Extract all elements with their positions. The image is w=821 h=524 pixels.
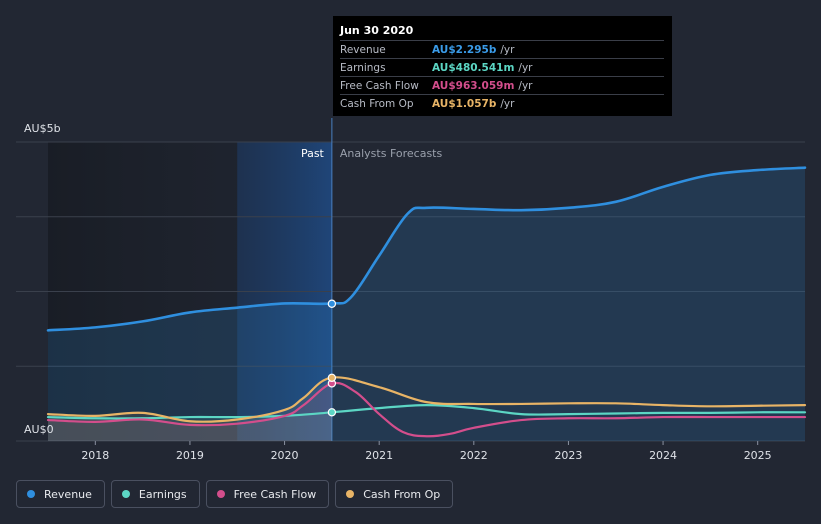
tooltip-date: Jun 30 2020 xyxy=(340,24,414,37)
legend-cash-from-op-toggle[interactable]: Cash From Op xyxy=(335,480,454,508)
legend-free-cash-flow-toggle[interactable]: Free Cash Flow xyxy=(205,480,330,508)
x-tick-label: 2021 xyxy=(365,449,393,462)
x-tick-label: 2019 xyxy=(176,449,204,462)
x-tick-label: 2018 xyxy=(81,449,109,462)
tooltip-unit: /yr xyxy=(518,61,533,74)
tooltip-unit: /yr xyxy=(518,79,533,92)
forecast-label: Analysts Forecasts xyxy=(340,147,443,160)
tooltip-row-cash-from-op: Cash From Op AU$1.057b /yr xyxy=(340,94,664,112)
x-tick-label: 2025 xyxy=(744,449,772,462)
tooltip-row-earnings: Earnings AU$480.541m /yr xyxy=(340,58,664,76)
legend-dot-icon xyxy=(27,490,35,498)
tooltip-unit: /yr xyxy=(500,43,515,56)
data-tooltip: Jun 30 2020 Revenue AU$2.295b /yr Earnin… xyxy=(333,16,672,116)
legend-label: Revenue xyxy=(44,487,92,501)
tooltip-value: AU$480.541m xyxy=(432,61,515,74)
legend-revenue-toggle[interactable]: Revenue xyxy=(16,480,105,508)
x-tick-label: 2024 xyxy=(649,449,677,462)
tooltip-value: AU$1.057b xyxy=(432,97,497,110)
y-axis-bottom-label: AU$0 xyxy=(24,423,54,436)
free-cash-flow-past-area xyxy=(48,383,332,441)
tooltip-unit: /yr xyxy=(500,97,515,110)
tooltip-label: Cash From Op xyxy=(340,97,414,110)
revenue-marker xyxy=(327,299,337,308)
chart-legend: Revenue Earnings Free Cash Flow Cash Fro… xyxy=(16,480,454,508)
free-cash-flow-line xyxy=(46,381,807,438)
x-tick-label: 2020 xyxy=(271,449,299,462)
legend-dot-icon xyxy=(121,490,130,498)
y-axis-top-label: AU$5b xyxy=(24,122,61,135)
legend-earnings-toggle[interactable]: Earnings xyxy=(110,480,200,508)
x-tick-label: 2022 xyxy=(460,449,488,462)
legend-dot-icon xyxy=(346,490,355,498)
x-tick-label: 2023 xyxy=(554,449,582,462)
revenue-area xyxy=(48,167,805,442)
earnings-marker xyxy=(327,408,337,417)
cash-from-op-past-area xyxy=(48,377,332,441)
tooltip-label: Revenue xyxy=(340,43,386,56)
tooltip-row-revenue: Revenue AU$2.295b /yr xyxy=(340,40,664,58)
tooltip-label: Earnings xyxy=(340,61,386,74)
legend-dot-icon xyxy=(216,490,225,498)
earnings-line xyxy=(46,404,807,420)
cash-from-op-marker xyxy=(327,373,337,382)
revenue-line xyxy=(46,166,807,332)
past-label: Past xyxy=(301,147,325,160)
legend-label: Free Cash Flow xyxy=(233,487,317,501)
tooltip-label: Free Cash Flow xyxy=(340,79,419,92)
cash-from-op-line xyxy=(46,376,807,423)
tooltip-row-free-cash-flow: Free Cash Flow AU$963.059m /yr xyxy=(340,76,664,94)
legend-label: Earnings xyxy=(138,487,187,501)
tooltip-value: AU$963.059m xyxy=(432,79,515,92)
legend-label: Cash From Op xyxy=(363,487,441,501)
tooltip-value: AU$2.295b xyxy=(432,43,497,56)
